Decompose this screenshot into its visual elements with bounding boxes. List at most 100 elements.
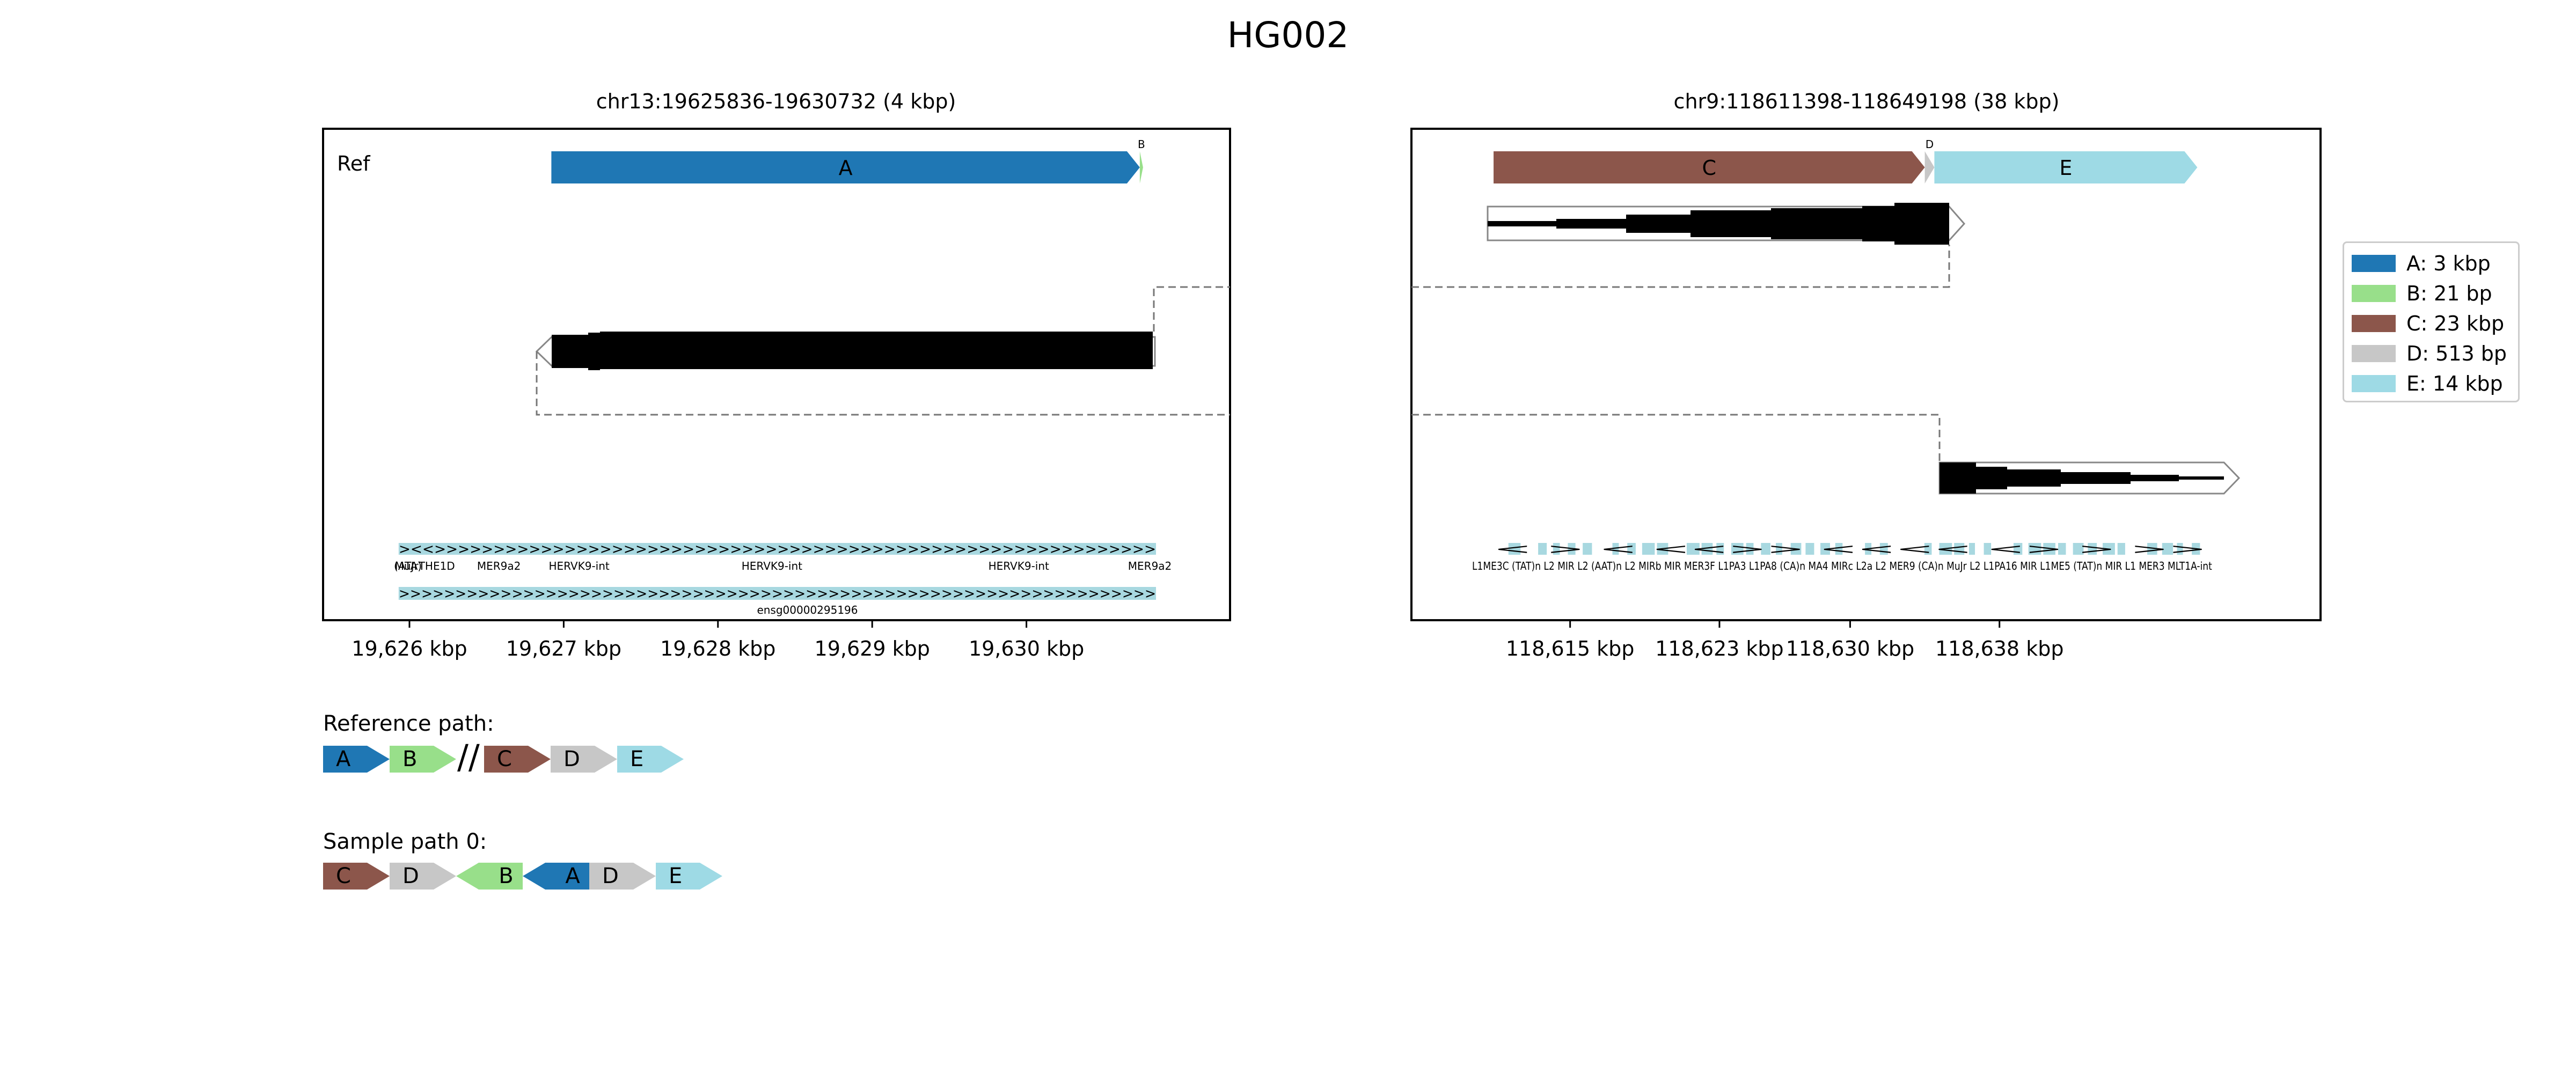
legend-swatch (2352, 255, 2396, 272)
segment-B (1139, 151, 1143, 183)
right-reference-segments: C D E (1494, 138, 2198, 183)
right-alignment-block-bottom (1938, 461, 2241, 495)
figure-title: HG002 (1227, 14, 1349, 56)
path-block-label: D (602, 864, 619, 888)
x-tick-label: 19,626 kbp (352, 637, 467, 660)
ref-label: Ref (337, 152, 371, 175)
repeat-label: HERVK9-int (742, 560, 802, 572)
path-block-D (551, 746, 617, 773)
repeat-element (2103, 543, 2115, 555)
path-block-label: D (564, 747, 580, 771)
gene-strand-glyphs: >>>>>>>>>>>>>>>>>>>>>>>>>>>>>>>>>>>>>>>>… (399, 586, 1156, 602)
segment-A (551, 151, 1140, 183)
path-block-label: D (402, 864, 419, 888)
panel-right-frame (1410, 128, 2322, 621)
repeat-element (1657, 543, 1668, 555)
legend-item-A: A: 3 kbp (2352, 248, 2511, 278)
path-break: // (457, 737, 480, 776)
legend-label: E: 14 kbp (2406, 372, 2503, 395)
path-block-B (456, 863, 523, 890)
x-tick-label: 118,630 kbp (1786, 637, 1914, 660)
x-tick-label: 118,615 kbp (1506, 637, 1634, 660)
segment-E (1934, 151, 2198, 183)
legend-swatch (2352, 315, 2396, 332)
repeat-element (2088, 543, 2097, 555)
repeat-label: HERVK9-int (989, 560, 1049, 572)
repeat-element (1820, 543, 1830, 555)
segment-label-C: C (1702, 156, 1717, 180)
repeat-element (1879, 543, 1888, 555)
left-gene-track: >>>>>>>>>>>>>>>>>>>>>>>>>>>>>>>>>>>>>>>>… (398, 586, 1157, 616)
repeat-element (1642, 543, 1655, 555)
repeat-element (2058, 543, 2066, 555)
repeat-element (1508, 543, 1521, 555)
repeat-element (1538, 543, 1547, 555)
repeat-element (1968, 543, 1975, 555)
reference-path-label: Reference path: (323, 711, 494, 736)
repeat-label: MER9a2 (477, 560, 521, 572)
path-block-A (323, 746, 390, 773)
left-x-axis: 19,626 kbp 19,627 kbp 19,628 kbp 19,629 kbp… (352, 620, 1084, 660)
repeat-element (2147, 543, 2157, 555)
legend: A: 3 kbp B: 21 bp C: 23 kbp D: 513 bp E: 14 … (2343, 241, 2520, 402)
left-alignment-bar-step (588, 333, 600, 370)
path-block-label: B (499, 864, 513, 888)
x-tick-label: 19,630 kbp (969, 637, 1084, 660)
panel-left: chr13:19625836-19630732 (4 kbp) Ref AB >… (322, 90, 1231, 660)
repeat-element (1746, 543, 1754, 555)
repeat-element (2073, 543, 2084, 555)
left-reference-segments: AB (551, 138, 1145, 183)
path-block-C (484, 746, 551, 773)
legend-item-D: D: 513 bp (2352, 339, 2511, 369)
repeat-element (1731, 543, 1744, 555)
path-block-label: A (336, 747, 351, 771)
x-tick-label: 19,628 kbp (660, 637, 775, 660)
path-block-E (656, 863, 722, 890)
segment-label-A: A (839, 156, 853, 180)
repeat-element (1568, 543, 1576, 555)
segment-label-D: D (1926, 138, 1934, 151)
repeat-label: (ATA) (394, 560, 422, 572)
path-block-label: E (630, 747, 643, 771)
legend-label: C: 23 kbp (2406, 312, 2505, 335)
x-tick-label: 19,627 kbp (506, 637, 621, 660)
panel-right-title: chr9:118611398-118649198 (38 kbp) (1674, 90, 2060, 113)
legend-item-C: C: 23 kbp (2352, 308, 2511, 339)
path-block-A (523, 863, 589, 890)
legend-item-B: B: 21 bp (2352, 278, 2511, 308)
repeat-element (2177, 543, 2183, 555)
gene-bar (398, 587, 1157, 600)
panel-right: chr9:118611398-118649198 (38 kbp) C D E < … (1410, 90, 2322, 660)
repeat-element (1583, 543, 1592, 555)
right-path-connector-bottom (1411, 414, 1941, 462)
repeat-element (2117, 543, 2125, 555)
repeat-element (1954, 543, 1965, 555)
sample-path-label: Sample path 0: (323, 829, 487, 854)
right-alignment-block-top (1487, 203, 1966, 245)
panel-left-title: chr13:19625836-19630732 (4 kbp) (596, 90, 956, 113)
repeat-element (2192, 543, 2200, 555)
path-block-D (390, 863, 456, 890)
path-block-E (617, 746, 684, 773)
repeat-element (1924, 543, 1932, 555)
left-path-connector-bottom (536, 351, 1230, 416)
repeat-element (1553, 543, 1560, 555)
left-alignment-block (535, 332, 1156, 370)
legend-swatch (2352, 285, 2396, 302)
repeat-element (1835, 543, 1843, 555)
repeat-element (1686, 543, 1700, 555)
repeat-element (1790, 543, 1802, 555)
repeat-element (2162, 543, 2174, 555)
left-path-connector-top (1153, 286, 1230, 332)
repeat-label: HERVK9-int (548, 560, 609, 572)
repeat-element (1776, 543, 1782, 555)
right-repeat-track: < > < <<>> <<<< <> > >> L1ME3C (TAT)n L2 … (1472, 541, 2212, 572)
repeat-label: MER9a2 (1128, 560, 1172, 572)
right-x-axis: 118,615 kbp 118,623 kbp 118,630 kbp 118,638… (1506, 620, 2063, 660)
repeat-bar (398, 543, 1157, 555)
repeat-element (1805, 543, 1814, 555)
repeat-element (1612, 543, 1619, 555)
repeat-element (1984, 543, 1992, 555)
path-block-label: E (669, 864, 682, 888)
path-block-label: C (336, 864, 351, 888)
